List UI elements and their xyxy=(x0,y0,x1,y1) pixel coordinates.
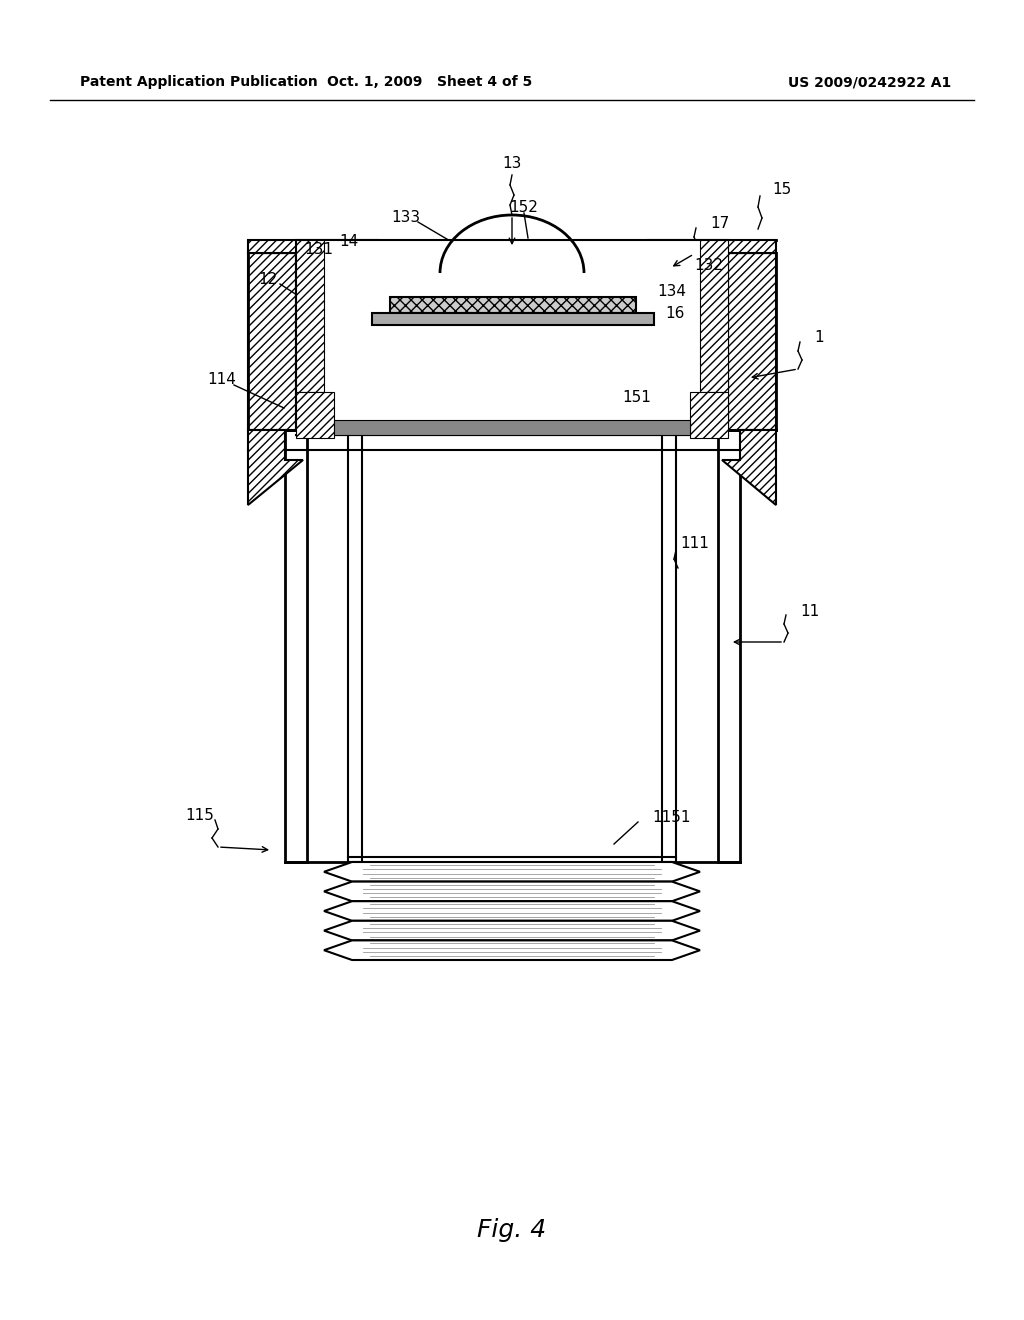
Polygon shape xyxy=(722,430,776,506)
Text: 15: 15 xyxy=(772,182,792,198)
Text: 1: 1 xyxy=(814,330,823,346)
Text: 152: 152 xyxy=(510,199,539,214)
Polygon shape xyxy=(324,862,700,882)
Polygon shape xyxy=(662,430,676,862)
Polygon shape xyxy=(648,240,776,253)
Text: 151: 151 xyxy=(623,389,651,404)
Text: 132: 132 xyxy=(694,259,723,273)
Text: 12: 12 xyxy=(258,272,278,286)
Text: US 2009/0242922 A1: US 2009/0242922 A1 xyxy=(788,75,951,88)
Polygon shape xyxy=(372,313,654,325)
Text: 111: 111 xyxy=(680,536,709,552)
Polygon shape xyxy=(248,430,303,506)
Text: 14: 14 xyxy=(339,234,358,248)
Polygon shape xyxy=(334,420,690,436)
Polygon shape xyxy=(700,240,728,392)
Text: Fig. 4: Fig. 4 xyxy=(477,1218,547,1242)
Polygon shape xyxy=(728,253,776,430)
Polygon shape xyxy=(324,921,700,940)
Polygon shape xyxy=(390,297,636,313)
Polygon shape xyxy=(248,253,296,430)
Text: 13: 13 xyxy=(503,156,521,170)
Polygon shape xyxy=(348,430,362,862)
Polygon shape xyxy=(324,902,700,921)
Text: 115: 115 xyxy=(185,808,214,824)
Text: 16: 16 xyxy=(665,306,684,322)
Polygon shape xyxy=(324,940,700,960)
Text: 133: 133 xyxy=(391,210,421,224)
Text: 1151: 1151 xyxy=(652,809,690,825)
Text: 17: 17 xyxy=(710,216,729,231)
Polygon shape xyxy=(248,240,378,253)
Text: Oct. 1, 2009   Sheet 4 of 5: Oct. 1, 2009 Sheet 4 of 5 xyxy=(328,75,532,88)
Text: 134: 134 xyxy=(657,284,686,298)
Polygon shape xyxy=(285,430,307,862)
Text: 11: 11 xyxy=(800,605,819,619)
Text: 131: 131 xyxy=(304,243,334,257)
Text: 114: 114 xyxy=(208,372,237,388)
Polygon shape xyxy=(718,430,740,862)
Text: Patent Application Publication: Patent Application Publication xyxy=(80,75,317,88)
Polygon shape xyxy=(296,240,728,430)
Polygon shape xyxy=(324,882,700,902)
Polygon shape xyxy=(690,392,728,438)
Polygon shape xyxy=(296,392,334,438)
Polygon shape xyxy=(296,240,324,392)
